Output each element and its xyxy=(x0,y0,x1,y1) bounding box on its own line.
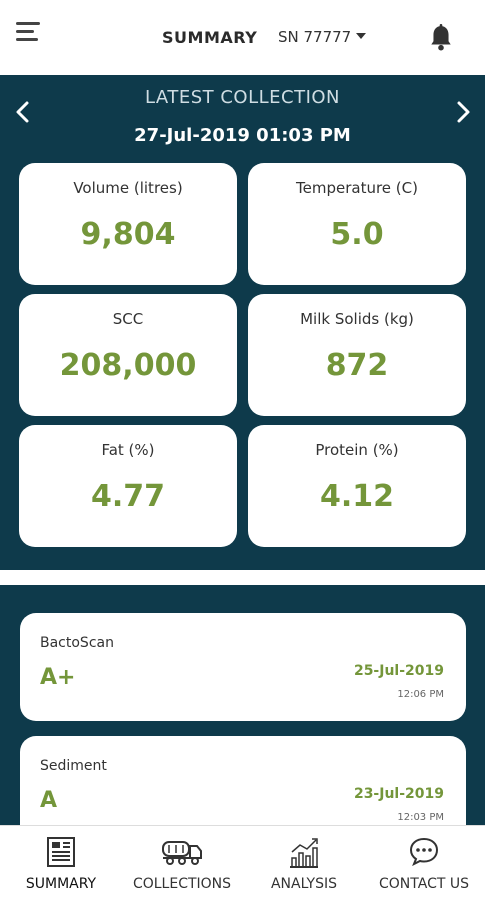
card-label: Protein (%) xyxy=(315,441,399,459)
result-time: 12:06 PM xyxy=(397,689,444,700)
hamburger-menu-icon[interactable] xyxy=(16,22,42,44)
nav-label: ANALYSIS xyxy=(270,876,338,892)
sediment-result-card[interactable]: Sediment A 23-Jul-2019 12:03 PM xyxy=(20,736,466,825)
result-date: 25-Jul-2019 xyxy=(353,663,444,679)
protein-card[interactable]: Protein (%) 4.12 xyxy=(248,425,466,547)
card-value: 9,804 xyxy=(80,217,176,252)
result-name: Sediment xyxy=(40,758,107,774)
bottom-navigation: SUMMARY COLLECTIONS ANALYSIS xyxy=(0,825,485,900)
bactoscan-result-card[interactable]: BactoScan A+ 25-Jul-2019 12:06 PM xyxy=(20,613,466,721)
card-label: Temperature (C) xyxy=(296,179,418,197)
result-time: 12:03 PM xyxy=(397,812,444,823)
chart-icon xyxy=(290,838,318,868)
milk-solids-card[interactable]: Milk Solids (kg) 872 xyxy=(248,294,466,416)
scc-card[interactable]: SCC 208,000 xyxy=(19,294,237,416)
nav-label: COLLECTIONS xyxy=(132,876,232,892)
result-date: 23-Jul-2019 xyxy=(353,786,444,802)
card-label: Milk Solids (kg) xyxy=(300,310,414,328)
nav-label: SUMMARY xyxy=(25,876,97,892)
collection-datetime: 27-Jul-2019 01:03 PM xyxy=(134,125,351,146)
nav-contact-us[interactable]: CONTACT US xyxy=(368,826,480,900)
volume-card[interactable]: Volume (litres) 9,804 xyxy=(19,163,237,285)
temperature-card[interactable]: Temperature (C) 5.0 xyxy=(248,163,466,285)
section-divider xyxy=(0,570,485,585)
card-label: Fat (%) xyxy=(101,441,155,459)
test-results-list[interactable]: BactoScan A+ 25-Jul-2019 12:06 PM Sedime… xyxy=(0,585,485,825)
serial-number-dropdown[interactable]: SN 77777 xyxy=(278,28,367,46)
notification-bell-icon[interactable] xyxy=(428,24,454,52)
tanker-truck-icon xyxy=(162,841,202,865)
nav-label: CONTACT US xyxy=(379,876,469,892)
card-value: 4.77 xyxy=(90,479,166,514)
card-label: SCC xyxy=(112,310,144,328)
nav-analysis[interactable]: ANALYSIS xyxy=(256,826,352,900)
card-value: 872 xyxy=(325,348,389,383)
page-title: SUMMARY xyxy=(162,28,258,47)
card-value: 4.12 xyxy=(319,479,395,514)
latest-collection-panel: LATEST COLLECTION 27-Jul-2019 01:03 PM V… xyxy=(0,75,485,570)
latest-collection-label: LATEST COLLECTION xyxy=(144,87,341,108)
serial-number-value: SN 77777 xyxy=(278,28,352,46)
result-name: BactoScan xyxy=(40,635,114,651)
result-grade: A xyxy=(40,788,58,813)
summary-icon xyxy=(47,837,75,867)
nav-collections[interactable]: COLLECTIONS xyxy=(122,826,242,900)
fat-card[interactable]: Fat (%) 4.77 xyxy=(19,425,237,547)
previous-collection-chevron-icon[interactable] xyxy=(8,97,38,127)
card-value: 5.0 xyxy=(330,217,384,252)
card-value: 208,000 xyxy=(59,348,197,383)
chat-icon xyxy=(409,837,439,866)
caret-down-icon xyxy=(356,33,367,39)
card-label: Volume (litres) xyxy=(73,179,183,197)
next-collection-chevron-icon[interactable] xyxy=(448,97,478,127)
nav-summary[interactable]: SUMMARY xyxy=(10,826,112,900)
app-header: SUMMARY SN 77777 xyxy=(0,0,485,75)
result-grade: A+ xyxy=(40,665,76,690)
